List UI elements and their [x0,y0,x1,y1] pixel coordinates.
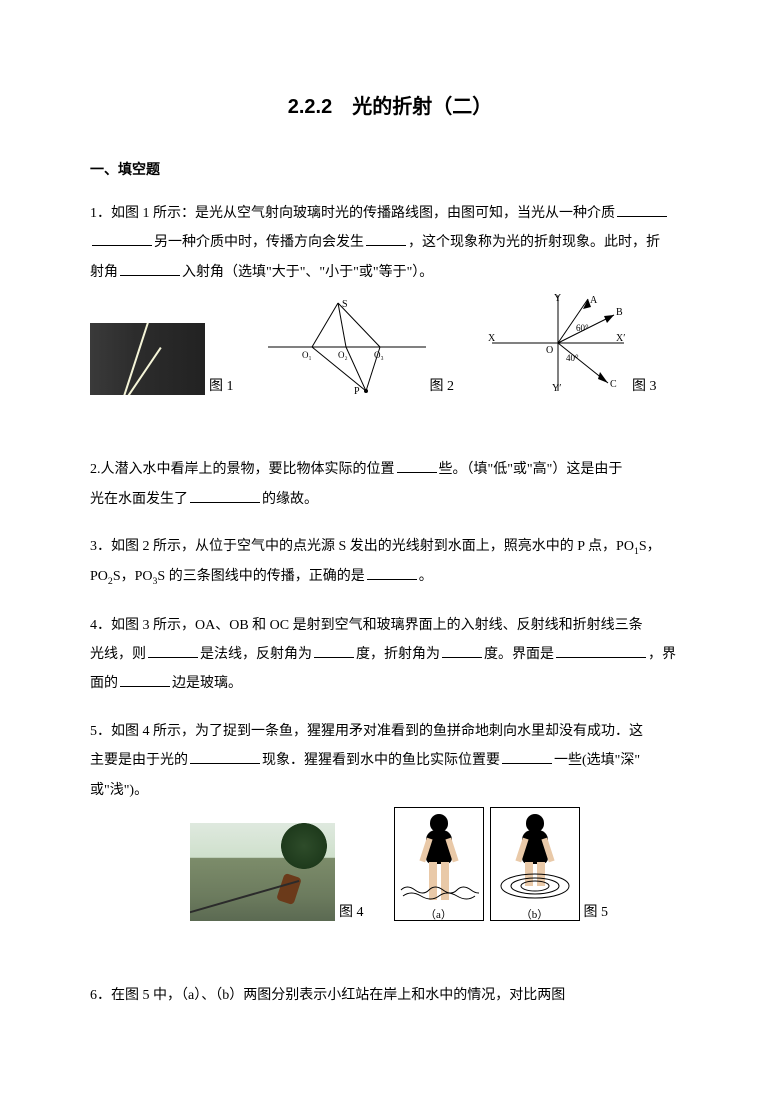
fig1-photo [90,323,205,395]
svg-text:S: S [342,299,348,310]
svg-text:40°: 40° [566,353,579,363]
svg-text:P: P [354,386,360,395]
q3-text-1: 3．如图 2 所示，从位于空气中的点光源 S 发出的光线射到水面上，照亮水中的 … [90,539,634,554]
q2-text-1: 2.人潜入水中看岸上的景物，要比物体实际的位置 [90,462,395,477]
fig5-caption: 图 5 [584,901,609,921]
q4-text-3: 是法线，反射角为 [200,647,312,662]
fig3-caption: 图 3 [632,375,657,395]
blank[interactable] [617,202,667,217]
q3-text-4: S，PO [113,569,153,584]
figure-row-2: 图 4 （a） [190,807,690,921]
fig4-photo [190,823,335,921]
q3-text-5: S 的三条图线中的传播，正确的是 [157,569,364,584]
fig2-diagram: S O₁ O₂ O₃ P [268,299,426,395]
svg-text:C: C [610,379,617,390]
q4-text-2: 光线，则 [90,647,146,662]
figure-2: S O₁ O₂ O₃ P 图 2 [268,299,455,395]
q1-text-1: 1．如图 1 所示：是光从空气射向玻璃时光的传播路线图，由图可知，当光从一种介质 [90,206,615,221]
q4-text-5: 度。界面是 [484,647,554,662]
q5-text-1: 5．如图 4 所示，为了捉到一条鱼，猩猩用矛对准看到的鱼拼命地刺向水里却没有成功… [90,724,643,739]
figure-5: （a） （b） 图 5 [394,807,609,921]
q5-text-2: 主要是由于光的 [90,753,188,768]
svg-text:O₁: O₁ [302,350,312,360]
q3: 3．如图 2 所示，从位于空气中的点光源 S 发出的光线射到水面上，照亮水中的 … [90,532,690,593]
blank[interactable] [314,643,354,658]
svg-text:O₂: O₂ [338,350,348,360]
q5-text-5: 或"浅")。 [90,783,148,798]
fig5-panel-b: （b） [490,807,580,921]
q5: 5．如图 4 所示，为了捉到一条鱼，猩猩用矛对准看到的鱼拼命地刺向水里却没有成功… [90,717,690,805]
q2-text-2: 些。（填"低"或"高"）这是由于 [439,462,623,477]
blank[interactable] [367,565,417,580]
q4-text-4: 度，折射角为 [356,647,440,662]
q1-text-3: ，这个现象称为光的折射现象。此时，折 [408,235,660,250]
figure-row-1: 图 1 S O₁ O₂ O₃ P [90,291,690,395]
fig5-label-b: （b） [491,906,579,922]
q4-text-7: 面的 [90,676,118,691]
fig5-panels: （a） （b） [394,807,580,921]
q1: 1．如图 1 所示：是光从空气射向玻璃时光的传播路线图，由图可知，当光从一种介质… [90,199,690,287]
q4-text-6: ，界 [648,647,676,662]
q2-text-3: 光在水面发生了 [90,492,188,507]
q6-text: 6．在图 5 中，（a）、（b）两图分别表示小红站在岸上和水中的情况，对比两图 [90,988,565,1003]
q6: 6．在图 5 中，（a）、（b）两图分别表示小红站在岸上和水中的情况，对比两图 [90,981,690,1010]
figure-3: Y Y′ X X′ A B C O 60° 40° 图 3 [488,291,657,395]
section-heading: 一、填空题 [90,159,690,179]
svg-text:B: B [616,307,623,318]
q4: 4．如图 3 所示，OA、OB 和 OC 是射到空气和玻璃界面上的入射线、反射线… [90,611,690,699]
q1-text-5: 入射角（选填"大于"、"小于"或"等于"）。 [182,265,433,280]
fig5-label-a: （a） [395,906,483,922]
q3-text-2: S， [639,539,661,554]
q2: 2.人潜入水中看岸上的景物，要比物体实际的位置些。（填"低"或"高"）这是由于 … [90,455,690,514]
svg-text:60°: 60° [576,323,589,333]
fig5-panel-a: （a） [394,807,484,921]
q4-text-8: 边是玻璃。 [172,676,242,691]
blank[interactable] [148,643,198,658]
blank[interactable] [397,458,437,473]
svg-text:X: X [488,333,496,344]
figure-1: 图 1 [90,323,234,395]
q5-text-4: 一些(选填"深" [554,753,640,768]
figure-4: 图 4 [190,823,364,921]
blank[interactable] [120,261,180,276]
blank[interactable] [92,231,152,246]
worksheet-page: 2.2.2 光的折射（二） 一、填空题 1．如图 1 所示：是光从空气射向玻璃时… [0,0,780,1103]
fig4-caption: 图 4 [339,901,364,921]
q4-text-1: 4．如图 3 所示，OA、OB 和 OC 是射到空气和玻璃界面上的入射线、反射线… [90,618,643,633]
blank[interactable] [190,749,260,764]
svg-text:A: A [590,295,598,306]
blank[interactable] [556,643,646,658]
q1-text-4: 射角 [90,265,118,280]
fig3-diagram: Y Y′ X X′ A B C O 60° 40° [488,291,628,395]
fig2-caption: 图 2 [430,375,455,395]
q3-text-3: PO [90,569,108,584]
q3-text-6: 。 [419,569,433,584]
q1-text-2: 另一种介质中时，传播方向会发生 [154,235,364,250]
svg-text:O: O [546,345,553,356]
blank[interactable] [366,231,406,246]
svg-text:Y: Y [554,293,561,304]
blank[interactable] [120,672,170,687]
blank[interactable] [502,749,552,764]
q2-text-4: 的缘故。 [262,492,318,507]
svg-text:X′: X′ [616,333,625,344]
page-title: 2.2.2 光的折射（二） [90,90,690,119]
blank[interactable] [442,643,482,658]
svg-text:Y′: Y′ [552,383,561,394]
q5-text-3: 现象．猩猩看到水中的鱼比实际位置要 [262,753,500,768]
blank[interactable] [190,488,260,503]
svg-text:O₃: O₃ [374,350,384,360]
fig1-caption: 图 1 [209,375,234,395]
